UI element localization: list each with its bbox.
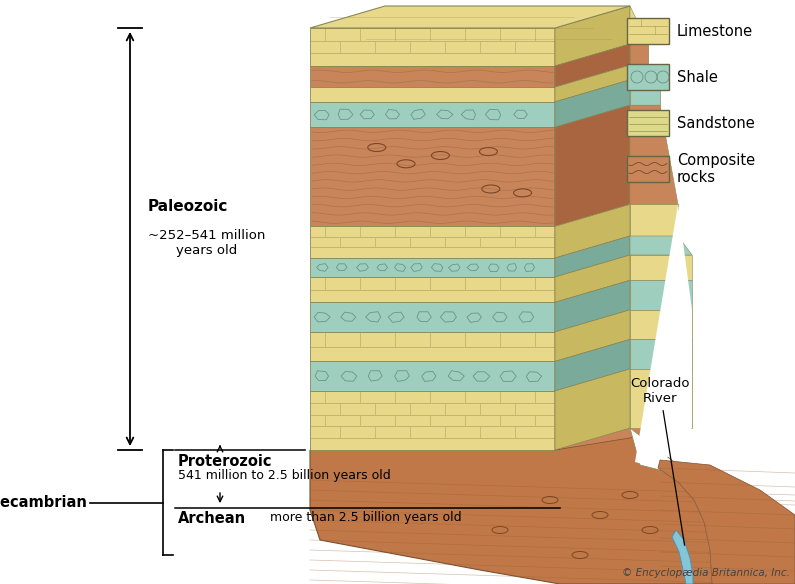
Polygon shape <box>310 6 630 28</box>
Text: more than 2.5 billion years old: more than 2.5 billion years old <box>270 511 462 524</box>
Text: Precambrian: Precambrian <box>0 495 88 510</box>
Bar <box>310 361 555 391</box>
Polygon shape <box>555 236 630 277</box>
Polygon shape <box>630 310 692 339</box>
Bar <box>310 127 555 227</box>
Polygon shape <box>630 280 692 310</box>
Polygon shape <box>630 65 660 80</box>
Text: Archean: Archean <box>178 511 246 526</box>
Bar <box>627 156 669 182</box>
Polygon shape <box>630 339 692 369</box>
Polygon shape <box>555 369 630 450</box>
Polygon shape <box>630 204 678 236</box>
Bar <box>310 277 555 303</box>
Polygon shape <box>630 105 678 204</box>
Text: © Encyclopædia Britannica, Inc.: © Encyclopædia Britannica, Inc. <box>622 568 790 578</box>
Polygon shape <box>555 339 630 391</box>
Text: ~252–541 million
years old: ~252–541 million years old <box>148 229 266 257</box>
Polygon shape <box>555 255 630 303</box>
Bar <box>310 227 555 258</box>
Polygon shape <box>630 6 648 44</box>
Bar <box>627 64 669 90</box>
Text: Proterozoic: Proterozoic <box>178 454 273 469</box>
Polygon shape <box>630 80 660 105</box>
Bar <box>310 258 555 277</box>
Polygon shape <box>635 204 795 584</box>
Bar <box>627 110 669 136</box>
Polygon shape <box>630 236 692 255</box>
Polygon shape <box>555 280 630 332</box>
Polygon shape <box>310 428 795 584</box>
Polygon shape <box>555 204 630 258</box>
Polygon shape <box>630 255 692 280</box>
Polygon shape <box>658 460 795 584</box>
Polygon shape <box>630 428 795 584</box>
Polygon shape <box>555 310 630 361</box>
Polygon shape <box>555 44 630 87</box>
Bar <box>310 303 555 332</box>
Bar <box>627 18 669 44</box>
Bar <box>310 391 555 450</box>
Polygon shape <box>630 369 692 428</box>
Bar <box>310 102 555 127</box>
Text: Paleozoic: Paleozoic <box>148 199 228 214</box>
Polygon shape <box>555 6 692 450</box>
Bar <box>310 28 555 66</box>
Bar <box>310 332 555 361</box>
Polygon shape <box>672 530 693 584</box>
Polygon shape <box>555 80 630 127</box>
Text: Limestone: Limestone <box>677 23 753 39</box>
Text: Shale: Shale <box>677 69 718 85</box>
Bar <box>310 87 555 102</box>
Text: Sandstone: Sandstone <box>677 116 754 130</box>
Text: Colorado
River: Colorado River <box>630 377 690 545</box>
Text: 541 million to 2.5 billion years old: 541 million to 2.5 billion years old <box>178 469 391 482</box>
Text: Composite
rocks: Composite rocks <box>677 153 755 185</box>
Polygon shape <box>555 105 630 227</box>
Polygon shape <box>555 65 630 102</box>
Polygon shape <box>555 6 630 66</box>
Polygon shape <box>630 44 648 65</box>
Bar <box>310 66 555 87</box>
